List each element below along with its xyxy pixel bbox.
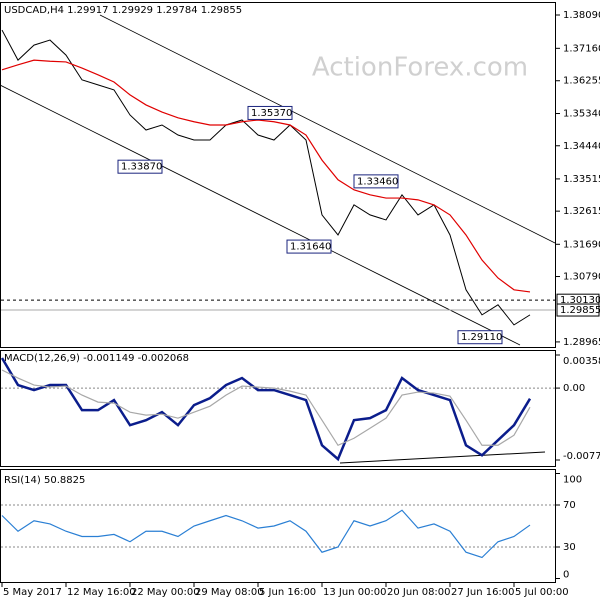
annotation-box xyxy=(247,105,293,120)
annotation-label: 1.35370 xyxy=(251,108,292,119)
low: 1.29784 xyxy=(156,5,197,16)
y-tick-label: -0.007795 xyxy=(563,451,600,462)
series-line xyxy=(0,357,532,462)
series-line xyxy=(1,59,531,293)
last-price-box xyxy=(556,303,600,317)
y-tick-label: 1.38090 xyxy=(563,10,600,21)
series-line xyxy=(1,29,531,326)
rsi-panel xyxy=(0,469,556,583)
x-tick-label: 27 Jun 16:00 xyxy=(451,587,515,598)
y-tick-label: 1.34440 xyxy=(563,141,600,152)
y-tick-label: 1.30790 xyxy=(563,272,600,283)
annotation-label: 1.29110 xyxy=(461,332,502,343)
header: USDCAD,H4 1.29917 1.29929 1.29784 1.2985… xyxy=(4,5,242,16)
annotation-label: 1.33870 xyxy=(121,162,162,173)
x-tick-label: 29 May 08:00 xyxy=(195,587,264,598)
last-price-label: 1.29855 xyxy=(560,305,600,316)
y-tick-label: 70 xyxy=(563,500,576,511)
y-tick-label: 0.003586 xyxy=(563,356,600,367)
y-tick-label: 0 xyxy=(563,570,569,581)
x-tick-label: 22 May 00:00 xyxy=(131,587,200,598)
x-tick-label: 20 Jun 08:00 xyxy=(387,587,451,598)
series-line xyxy=(1,369,531,447)
y-tick-label: 100 xyxy=(563,475,582,486)
y-tick-label: 30 xyxy=(563,542,576,553)
y-tick-label: 1.28965 xyxy=(563,337,600,348)
rsi-title: RSI(14) xyxy=(4,475,41,486)
macd-trendline xyxy=(339,451,546,464)
close: 1.29855 xyxy=(201,5,242,16)
y-tick-label: 1.35340 xyxy=(563,109,600,120)
macd-value: -0.001149 xyxy=(83,353,134,364)
annotation-box xyxy=(457,330,503,345)
open: 1.29917 xyxy=(67,5,108,16)
y-tick-label: 1.32615 xyxy=(563,206,600,217)
macd-header: MACD(12,26,9) -0.001149 -0.002068 xyxy=(4,353,189,364)
x-tick-label: 12 May 16:00 xyxy=(67,587,136,598)
watermark: ActionForex.com xyxy=(312,53,528,83)
channel-upper xyxy=(99,14,556,244)
series-line xyxy=(1,509,531,559)
y-tick-label: 1.36255 xyxy=(563,76,600,87)
annotation-label: 1.33460 xyxy=(357,176,398,187)
symbol: USDCAD,H4 xyxy=(4,5,64,16)
signal-value: -0.002068 xyxy=(138,353,189,364)
y-tick-label: 1.31690 xyxy=(563,239,600,250)
x-tick-label: 5 Jul 00:00 xyxy=(515,587,569,598)
rsi-header: RSI(14) 50.8825 xyxy=(4,475,85,486)
annotation-box xyxy=(117,159,163,174)
y-tick-label: 0.00 xyxy=(563,383,585,394)
y-tick-label: 1.37160 xyxy=(563,43,600,54)
macd-panel xyxy=(0,350,556,467)
channel-lower xyxy=(0,84,521,346)
x-tick-label: 13 Jun 00:00 xyxy=(323,587,387,598)
x-tick-label: 5 Jun 16:00 xyxy=(259,587,316,598)
annotation-box xyxy=(353,174,399,189)
rsi-value: 50.8825 xyxy=(44,475,85,486)
high: 1.29929 xyxy=(112,5,153,16)
macd-title: MACD(12,26,9) xyxy=(4,353,80,364)
annotation-box xyxy=(286,239,332,254)
price-panel xyxy=(0,2,556,348)
annotation-label: 1.31640 xyxy=(290,242,331,253)
x-tick-label: 5 May 2017 xyxy=(3,587,62,598)
y-tick-label: 1.33515 xyxy=(563,174,600,185)
level-label: 1.30130 xyxy=(560,295,600,306)
